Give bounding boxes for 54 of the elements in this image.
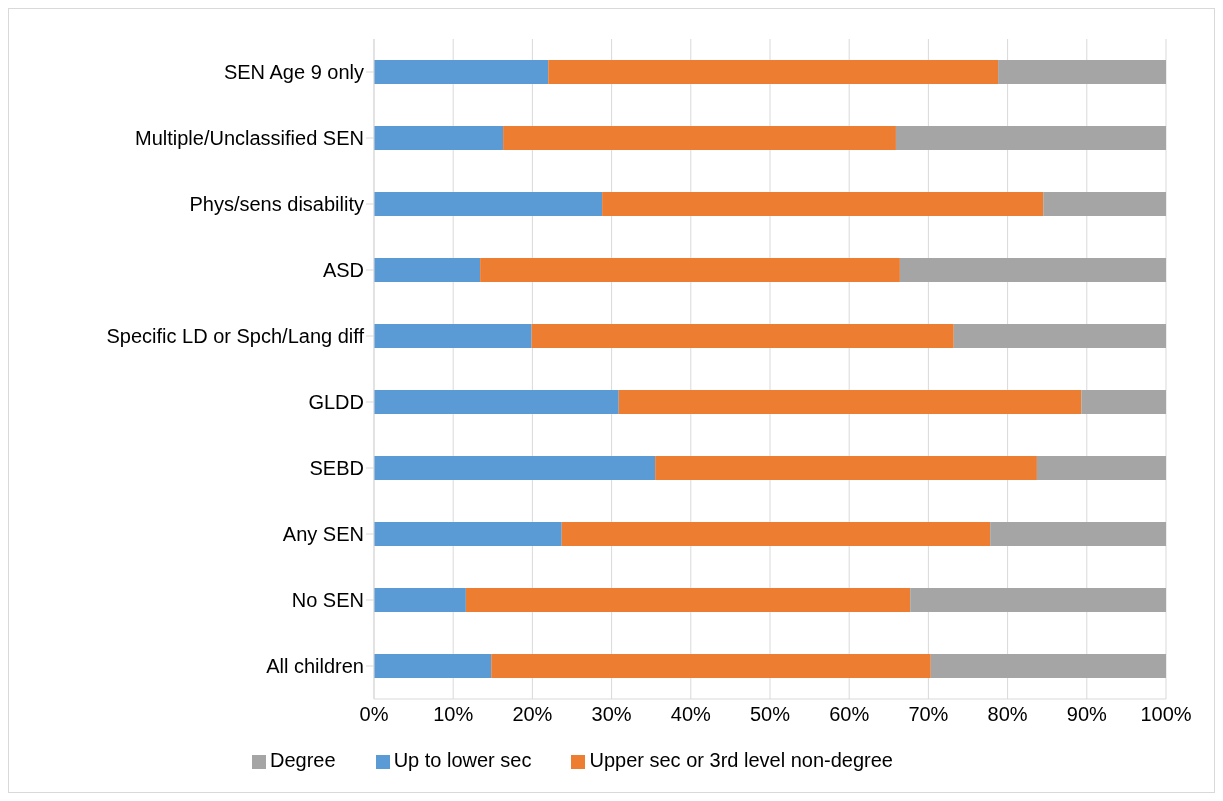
y-tick-label: Multiple/Unclassified SEN <box>135 127 364 150</box>
bar <box>491 654 931 679</box>
bar <box>503 126 896 151</box>
bar <box>655 456 1037 481</box>
x-tick-label: 30% <box>591 703 632 726</box>
x-tick-label: 40% <box>670 703 712 726</box>
bar <box>374 192 603 217</box>
bar <box>548 60 999 85</box>
x-tick-label: 70% <box>908 703 949 726</box>
bar <box>374 324 532 349</box>
x-tick-label: 0% <box>359 703 389 726</box>
y-tick-label: GLDD <box>308 391 364 414</box>
bar <box>953 324 1166 349</box>
bar <box>374 588 466 613</box>
bar <box>374 456 656 481</box>
bar <box>374 60 549 85</box>
bar <box>561 522 991 547</box>
bar <box>531 324 954 349</box>
bar <box>465 588 911 613</box>
y-tick-label: SEBD <box>309 457 364 480</box>
y-tick-label: All children <box>266 655 364 678</box>
y-tick-label: ASD <box>322 259 364 282</box>
bar <box>998 60 1166 85</box>
y-tick-label: Phys/sens disability <box>189 193 364 216</box>
y-tick-label: Specific LD or Spch/Lang diff <box>106 325 365 348</box>
bar <box>990 522 1166 547</box>
legend-label: Degree <box>270 749 336 771</box>
x-tick-label: 100% <box>1140 703 1192 726</box>
x-tick-label: 90% <box>1066 703 1108 726</box>
bar <box>618 390 1082 415</box>
bar <box>910 588 1166 613</box>
bar <box>374 390 619 415</box>
x-tick-label: 60% <box>829 703 870 726</box>
x-tick-label: 20% <box>512 703 553 726</box>
bar <box>374 522 562 547</box>
y-tick-label: No SEN <box>291 589 364 612</box>
y-tick-label: Any SEN <box>282 523 364 546</box>
legend-label: Upper sec or 3rd level non-degree <box>589 749 893 771</box>
bar <box>895 126 1166 151</box>
bar <box>930 654 1166 679</box>
bar <box>1036 456 1166 481</box>
y-tick-label: SEN Age 9 only <box>223 61 364 84</box>
legend-label: Up to lower sec <box>393 749 532 771</box>
x-tick-label: 50% <box>749 703 791 726</box>
bar <box>602 192 1044 217</box>
bar <box>1081 390 1166 415</box>
bar <box>374 258 481 283</box>
bar <box>899 258 1166 283</box>
bar <box>1043 192 1166 217</box>
bar <box>374 654 492 679</box>
x-tick-label: 10% <box>433 703 474 726</box>
bar <box>374 126 504 151</box>
bar <box>480 258 900 283</box>
x-tick-label: 80% <box>987 703 1028 726</box>
